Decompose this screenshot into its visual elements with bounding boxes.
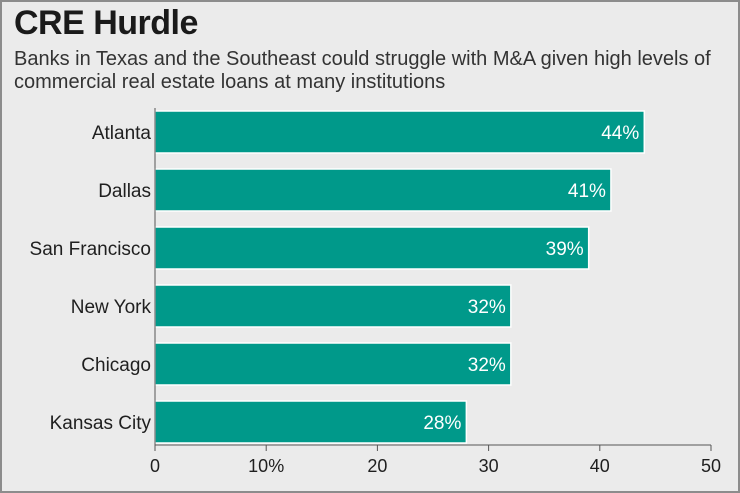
data-label: 39%	[546, 239, 584, 260]
bar	[154, 400, 468, 444]
bar	[154, 342, 512, 386]
x-tick-label: 50	[701, 456, 721, 476]
data-label: 41%	[568, 181, 606, 202]
chart-subtitle: Banks in Texas and the Southeast could s…	[14, 48, 711, 93]
x-tick-label: 0	[150, 456, 160, 476]
bar	[154, 226, 590, 270]
data-label: 32%	[468, 297, 506, 318]
data-label: 28%	[423, 413, 461, 434]
bar	[154, 110, 646, 154]
category-label: New York	[71, 297, 152, 318]
category-label: Kansas City	[50, 413, 152, 434]
x-tick-label: 40	[590, 456, 610, 476]
x-tick-label: 20	[367, 456, 387, 476]
data-label: 32%	[468, 355, 506, 376]
x-tick-label: 10%	[248, 456, 284, 476]
bar	[154, 284, 512, 328]
data-label: 44%	[601, 123, 639, 144]
category-label: Dallas	[98, 181, 151, 202]
chart-title: CRE Hurdle	[14, 4, 198, 42]
bar	[154, 168, 612, 212]
category-label: San Francisco	[30, 239, 151, 260]
category-label: Atlanta	[92, 123, 152, 144]
category-label: Chicago	[81, 355, 151, 376]
x-tick-label: 30	[479, 456, 499, 476]
